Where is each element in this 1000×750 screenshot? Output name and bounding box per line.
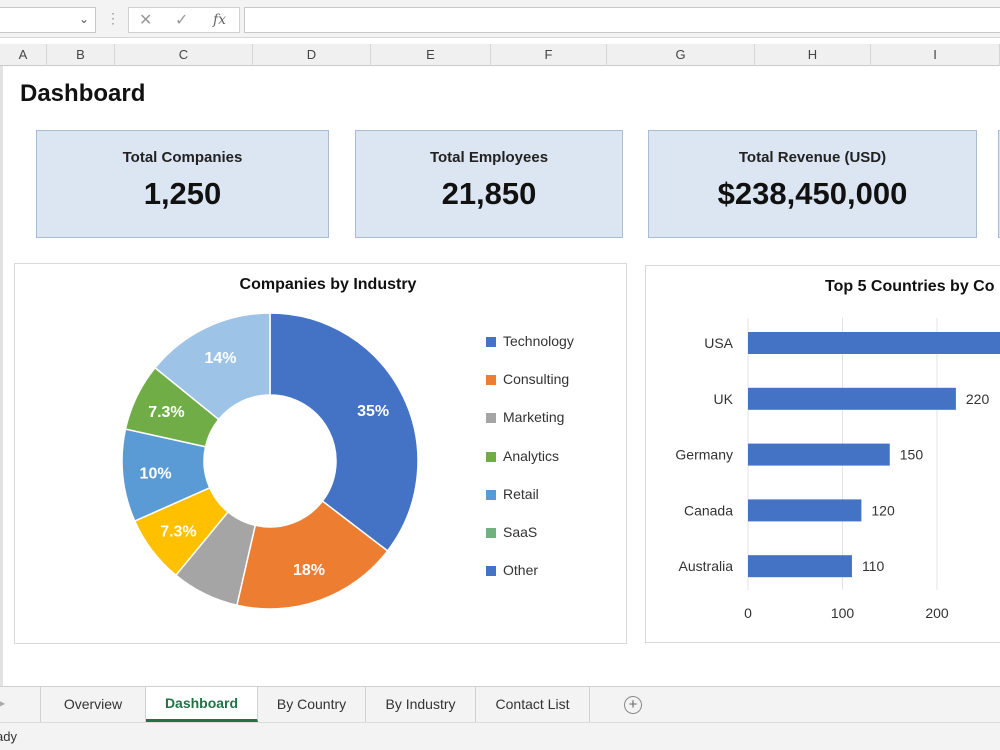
legend-swatch (486, 375, 496, 386)
legend-swatch (486, 489, 496, 500)
column-header-e[interactable]: E (371, 44, 491, 66)
sheet-tab-bar: ▶ Overview Dashboard By Country By Indus… (0, 686, 1000, 722)
cancel-icon[interactable]: ✕ (139, 12, 153, 29)
kpi-card-total-revenue: Total Revenue (USD) $238,450,000 (648, 130, 977, 238)
column-header-i[interactable]: I (871, 44, 1000, 66)
kpi-card-total-companies: Total Companies 1,250 (36, 130, 329, 238)
formula-input[interactable] (244, 7, 1000, 33)
kpi-card-total-employees: Total Employees 21,850 (355, 130, 623, 238)
tab-overview[interactable]: Overview (40, 687, 146, 722)
dashboard-title: Dashboard (20, 80, 146, 107)
column-header-b[interactable]: B (47, 44, 115, 66)
legend-swatch (486, 413, 496, 424)
legend-label: Other (503, 562, 539, 579)
tab-contact-list[interactable]: Contact List (476, 687, 590, 722)
scroll-tabs-icon[interactable]: ▶ (0, 696, 6, 710)
kpi-label: Total Revenue (USD) (738, 149, 887, 166)
column-header-c[interactable]: C (115, 44, 253, 66)
more-options-icon[interactable]: ⋮ (106, 10, 120, 26)
legend-swatch (486, 451, 496, 462)
name-box[interactable]: ⌄ (0, 7, 96, 33)
tab-dashboard[interactable]: Dashboard (146, 687, 258, 722)
status-bar: ady (0, 722, 1000, 750)
legend-label: Retail (503, 485, 539, 502)
add-sheet-icon[interactable]: + (624, 696, 642, 714)
kpi-card-partial (998, 130, 1000, 238)
tab-by-country[interactable]: By Country (258, 687, 366, 722)
kpi-value: 21,850 (441, 176, 537, 211)
formula-buttons: ✕ ✓ fx (128, 7, 240, 33)
legend-label: Technology (503, 333, 574, 349)
status-text: ady (0, 729, 17, 744)
kpi-label: Total Employees (429, 149, 549, 166)
country-chart-title: Top 5 Countries by Co (825, 278, 995, 295)
column-header-g[interactable]: G (607, 44, 755, 66)
country-chart-panel[interactable] (645, 265, 1000, 643)
column-header-h[interactable]: H (755, 44, 871, 66)
kpi-value: 1,250 (143, 176, 222, 211)
legend-label: Consulting (503, 371, 570, 388)
legend-swatch (486, 566, 496, 577)
legend-label: Analytics (503, 447, 560, 464)
legend-swatch (486, 337, 496, 347)
column-headers: A B C D E F G H I (0, 44, 1000, 66)
legend-label: SaaS (503, 523, 538, 540)
legend-label: Marketing (503, 409, 565, 426)
industry-chart-title: Companies by Industry (239, 276, 417, 293)
legend-swatch (486, 527, 496, 538)
column-header-d[interactable]: D (253, 44, 371, 66)
insert-function-icon[interactable]: fx (213, 12, 227, 28)
kpi-value: $238,450,000 (717, 176, 908, 211)
column-header-a[interactable]: A (0, 44, 47, 66)
kpi-label: Total Companies (122, 149, 243, 166)
formula-bar: ⌄ ⋮ ✕ ✓ fx (0, 0, 1000, 38)
tab-by-industry[interactable]: By Industry (366, 687, 476, 722)
check-icon[interactable]: ✓ (175, 12, 189, 29)
chevron-down-icon[interactable]: ⌄ (78, 12, 89, 26)
column-header-f[interactable]: F (491, 44, 607, 66)
